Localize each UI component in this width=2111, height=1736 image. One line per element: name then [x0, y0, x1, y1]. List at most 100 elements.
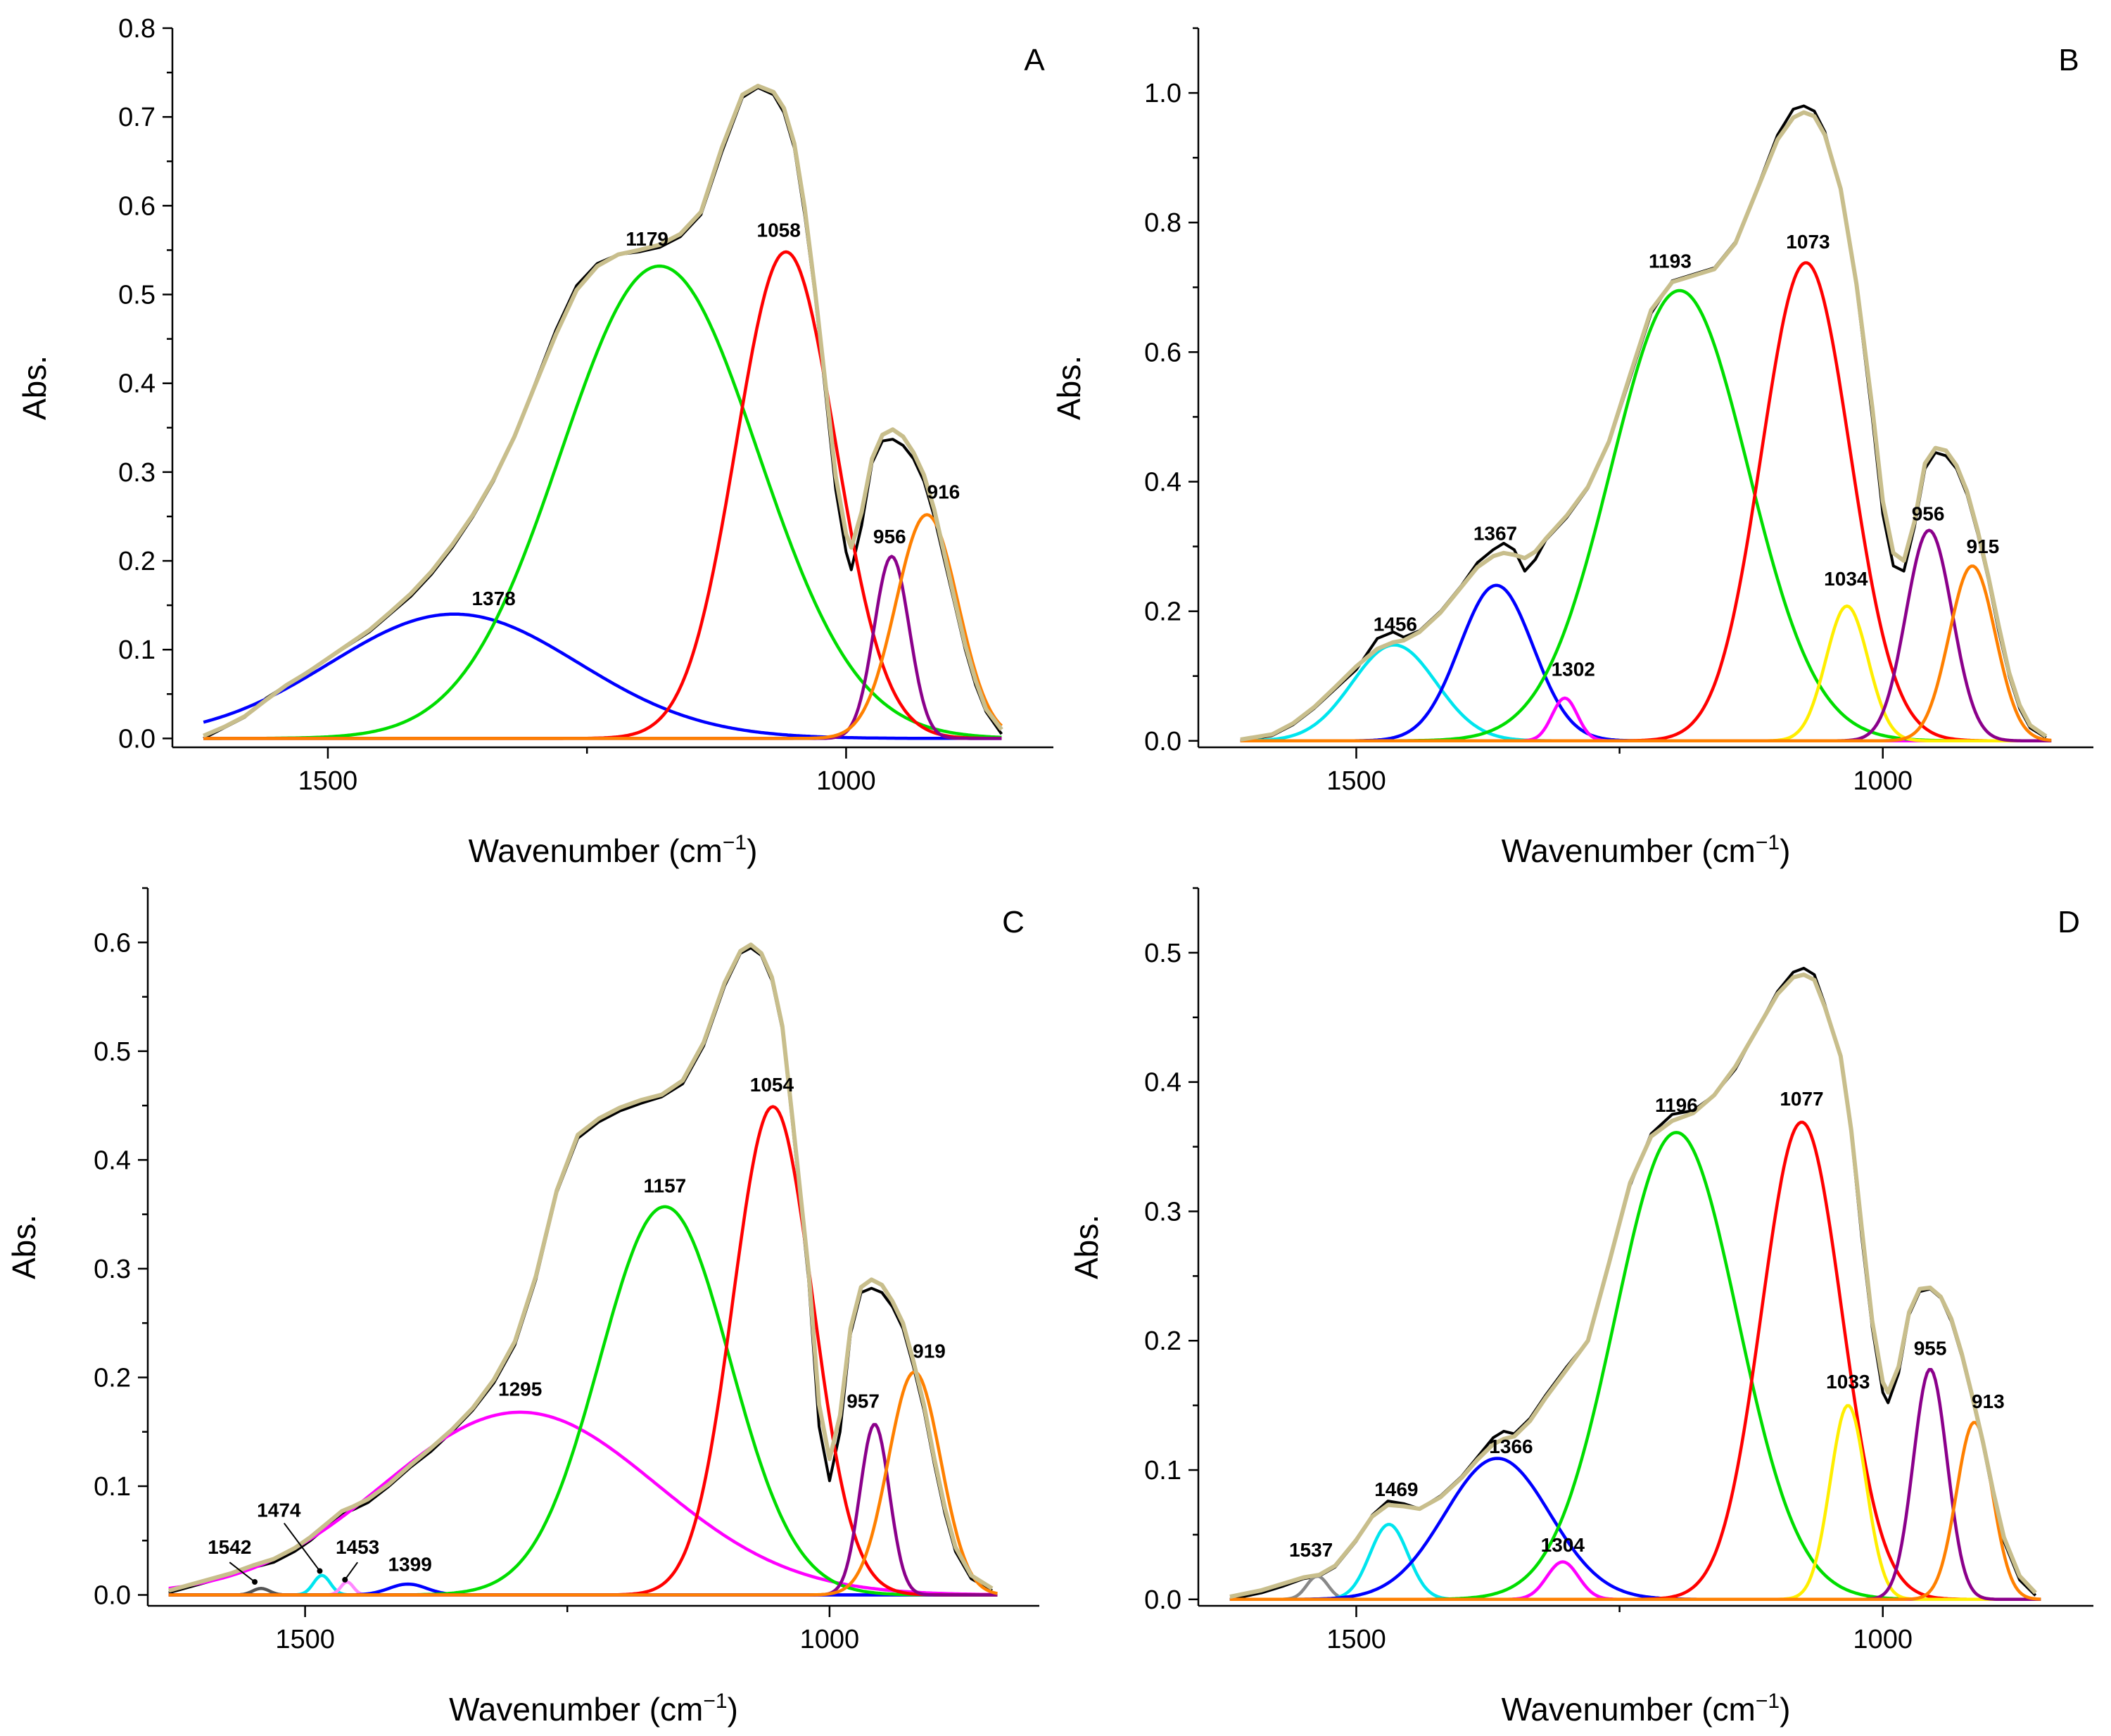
- component-curve-1196: [1229, 1131, 2041, 1602]
- y-tick-label: 0.3: [118, 458, 156, 488]
- peak-label-1179: 1179: [626, 228, 668, 250]
- component-curve-915: [1240, 564, 2052, 743]
- y-tick-label: 0.8: [1144, 208, 1181, 238]
- component-curve-916: [203, 513, 1003, 740]
- peak-label-956: 956: [1912, 503, 1945, 525]
- peak-label-1054: 1054: [750, 1074, 794, 1096]
- panel-letter: C: [1002, 905, 1025, 939]
- peak-label-1304: 1304: [1541, 1534, 1585, 1556]
- component-curve-1077: [1229, 1120, 2041, 1602]
- peak-label-1302: 1302: [1552, 659, 1595, 680]
- x-tick-label: 1000: [1853, 766, 1913, 796]
- peak-label-1073: 1073: [1786, 231, 1830, 253]
- y-tick-label: 0.4: [118, 369, 156, 399]
- x-axis-title-close: ): [1780, 1691, 1790, 1728]
- y-tick-label: 0.1: [94, 1472, 131, 1502]
- y-tick-label: 0.4: [1144, 468, 1181, 498]
- x-axis-title-close: ): [728, 1691, 738, 1728]
- peak-label-913: 913: [1972, 1390, 2005, 1412]
- x-axis-title-superscript: −1: [703, 1690, 727, 1713]
- component-curve-919: [168, 1370, 998, 1597]
- fitted-envelope: [203, 84, 1003, 738]
- x-axis-title-close: ): [1780, 832, 1790, 869]
- pointer-arrow: [283, 1522, 321, 1572]
- peak-label-1193: 1193: [1649, 251, 1692, 272]
- peak-label-1378: 1378: [471, 588, 515, 609]
- y-tick-label: 0.8: [118, 14, 156, 44]
- fitted-envelope: [1229, 972, 2037, 1599]
- measured-spectrum: [203, 86, 1003, 740]
- x-axis-title: Wavenumber (cm−1): [1502, 1690, 1791, 1728]
- y-tick-label: 0.2: [118, 547, 156, 576]
- peak-label-1295: 1295: [498, 1379, 542, 1400]
- peak-label-956: 956: [873, 526, 906, 547]
- pointer-arrow: [229, 1561, 255, 1583]
- y-tick-label: 0.5: [118, 281, 156, 310]
- x-tick-label: 1000: [816, 766, 876, 796]
- measured-spectrum: [1240, 104, 2047, 742]
- panel-letter: B: [2058, 43, 2079, 77]
- component-curve-1179: [203, 264, 1002, 740]
- pointer-arrow-head: [317, 1568, 323, 1574]
- y-tick-label: 0.4: [94, 1146, 131, 1175]
- panel-d: 0.0 0.1 0.2 0.3 0.4 0.5 1500 1000 Wavenumber (cm…: [1068, 887, 2093, 1728]
- y-tick-label: 0.0: [1144, 1585, 1181, 1615]
- peak-label-919: 919: [913, 1341, 946, 1362]
- peak-label-916: 916: [927, 481, 961, 503]
- y-tick-label: 0.6: [1144, 338, 1181, 367]
- component-curve-1033: [1229, 1404, 2041, 1602]
- component-curve-1366: [1229, 1457, 2041, 1602]
- peak-label-1453: 1453: [336, 1536, 379, 1558]
- peak-label-1196: 1196: [1655, 1094, 1698, 1116]
- y-axis-title: Abs.: [6, 1215, 42, 1279]
- panel-b: 0.0 0.2 0.4 0.6 0.8 1.0 1500 1000 Wavenumber (cm…: [1051, 27, 2093, 869]
- y-tick-label: 0.1: [118, 635, 156, 665]
- x-axis-title-text: Wavenumber (cm: [1502, 832, 1756, 869]
- y-tick-label: 0.4: [1144, 1068, 1181, 1098]
- pointer-arrow: [344, 1561, 358, 1580]
- peak-label-1469: 1469: [1374, 1478, 1418, 1500]
- y-tick-label: 0.3: [94, 1255, 131, 1284]
- peak-label-915: 915: [1967, 536, 2000, 557]
- y-tick-label: 0.0: [1144, 727, 1181, 756]
- peak-label-957: 957: [847, 1390, 880, 1412]
- y-tick-label: 0.2: [1144, 597, 1181, 627]
- peak-label-1034: 1034: [1824, 568, 1868, 590]
- x-axis-title-superscript: −1: [1756, 831, 1780, 854]
- peak-label-1157: 1157: [643, 1175, 686, 1197]
- x-axis-title: Wavenumber (cm−1): [1502, 831, 1791, 869]
- x-tick-label: 1000: [800, 1625, 860, 1654]
- measured-spectrum: [168, 946, 993, 1595]
- y-axis-title: Abs.: [1051, 355, 1087, 420]
- y-tick-label: 0.2: [94, 1363, 131, 1393]
- peak-label-1058: 1058: [757, 220, 801, 241]
- peak-label-1456: 1456: [1374, 613, 1417, 635]
- peak-label-955: 955: [1914, 1337, 1947, 1359]
- y-tick-label: 1.0: [1144, 79, 1181, 108]
- component-curve-955: [1229, 1368, 2041, 1602]
- pointer-arrow-head: [252, 1579, 258, 1585]
- x-tick-label: 1500: [1326, 766, 1386, 796]
- pointer-arrow-head: [342, 1576, 348, 1583]
- measured-spectrum: [1229, 966, 2037, 1601]
- y-tick-label: 0.3: [1144, 1197, 1181, 1227]
- peak-label-1537: 1537: [1289, 1539, 1333, 1561]
- y-axis-title: Abs.: [16, 355, 53, 420]
- y-tick-label: 0.6: [94, 928, 131, 958]
- y-tick-label: 0.6: [118, 191, 156, 221]
- y-tick-label: 0.2: [1144, 1326, 1181, 1356]
- peak-label-1474: 1474: [257, 1499, 301, 1521]
- component-curve-1034: [1240, 604, 2052, 743]
- panel-c: 0.0 0.1 0.2 0.3 0.4 0.5 0.6 1500 1000 Wavenumber …: [6, 887, 1039, 1728]
- peak-label-1077: 1077: [1780, 1088, 1823, 1110]
- component-curve-1054: [168, 1105, 998, 1597]
- peak-label-1542: 1542: [208, 1536, 251, 1558]
- peak-label-1367: 1367: [1473, 522, 1517, 544]
- panel-a: 0.0 0.1 0.2 0.3 0.4 0.5 0.6 0.7 0.8 1500 1000 Waven…: [16, 14, 1053, 869]
- fitted-envelope: [167, 942, 994, 1593]
- panel-letter: D: [2058, 905, 2080, 939]
- peak-label-1366: 1366: [1489, 1436, 1533, 1457]
- y-tick-label: 0.5: [94, 1037, 131, 1067]
- x-axis-title-close: ): [747, 832, 757, 869]
- y-tick-label: 0.0: [94, 1581, 131, 1611]
